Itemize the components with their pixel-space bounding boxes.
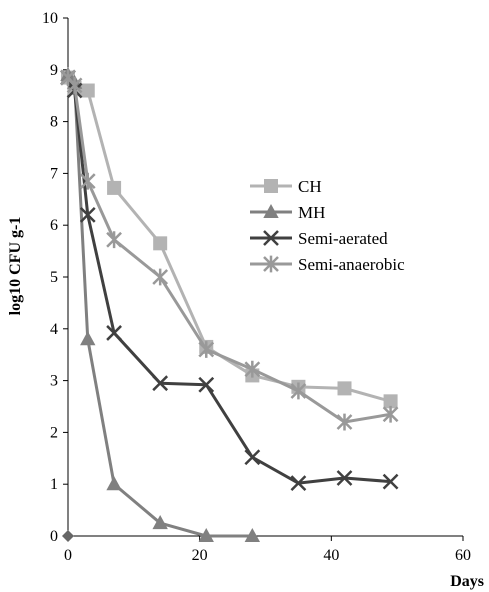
series-semi-anaerobic [60, 69, 399, 431]
y-tick-label: 9 [50, 62, 58, 79]
data-point [198, 341, 215, 358]
x-ticks: 0 20 40 60 [64, 536, 471, 564]
legend-item: CH [250, 177, 322, 196]
data-point [383, 394, 398, 409]
data-point [244, 527, 261, 543]
y-tick-label: 6 [50, 217, 58, 234]
data-point [106, 476, 122, 491]
data-point [337, 381, 352, 396]
data-point [152, 375, 169, 392]
y-tick-label: 3 [50, 373, 58, 390]
y-tick-label: 10 [42, 10, 58, 27]
y-tick-label: 0 [50, 528, 58, 545]
data-point [80, 83, 95, 98]
y-tick-label: 8 [50, 114, 58, 131]
data-point [382, 405, 399, 423]
legend-item: MH [250, 203, 325, 222]
legend-item: Semi-anaerobic [250, 255, 405, 274]
legend-marker [264, 179, 278, 193]
data-point [66, 76, 83, 94]
data-point [106, 231, 122, 249]
x-tick-label: 20 [192, 547, 208, 564]
data-point [153, 236, 168, 251]
data-point [336, 413, 353, 431]
data-point [290, 382, 307, 400]
x-tick-label: 60 [455, 547, 471, 564]
data-point [290, 475, 307, 492]
data-point [198, 376, 215, 393]
axes: 0 1 2 3 4 5 6 7 8 9 10 0 20 40 60 [42, 10, 471, 564]
extra-point [62, 530, 74, 542]
legend-marker [263, 203, 279, 219]
data-point [336, 470, 353, 486]
legend-marker [263, 255, 279, 273]
legend-label: Semi-aerated [298, 229, 388, 248]
legend: CH MH Semi-aerated Semi-anaerobic [250, 177, 405, 274]
data-point [80, 331, 96, 346]
data-point [79, 172, 96, 190]
x-axis-title: Days [450, 573, 484, 590]
data-point [382, 473, 399, 490]
y-ticks: 0 1 2 3 4 5 6 7 8 9 10 [42, 10, 68, 545]
series-line [66, 76, 391, 485]
data-point [107, 180, 122, 195]
data-point [244, 449, 261, 466]
x-tick-label: 0 [64, 547, 72, 564]
series-mh [60, 66, 261, 543]
legend-marker [263, 230, 279, 246]
legend-label: MH [298, 203, 325, 222]
y-tick-label: 5 [50, 269, 58, 286]
data-point [152, 268, 169, 286]
y-tick-label: 4 [50, 321, 58, 338]
legend-item: Semi-aerated [250, 229, 388, 248]
y-axis-title: log10 CFU g-1 [7, 217, 24, 316]
data-point [79, 206, 96, 223]
series-semi-aerated [60, 69, 399, 492]
legend-label: Semi-anaerobic [298, 255, 405, 274]
series-line [66, 74, 253, 538]
series-layer [60, 66, 399, 543]
y-tick-label: 2 [50, 424, 58, 441]
data-point [152, 515, 168, 530]
x-tick-label: 40 [323, 547, 339, 564]
data-point [244, 360, 261, 378]
data-point [106, 325, 122, 341]
data-point [62, 530, 74, 542]
series-line [66, 76, 391, 424]
data-point [198, 527, 214, 543]
legend-label: CH [298, 177, 322, 196]
y-tick-label: 1 [50, 476, 58, 493]
y-tick-label: 7 [50, 165, 58, 182]
